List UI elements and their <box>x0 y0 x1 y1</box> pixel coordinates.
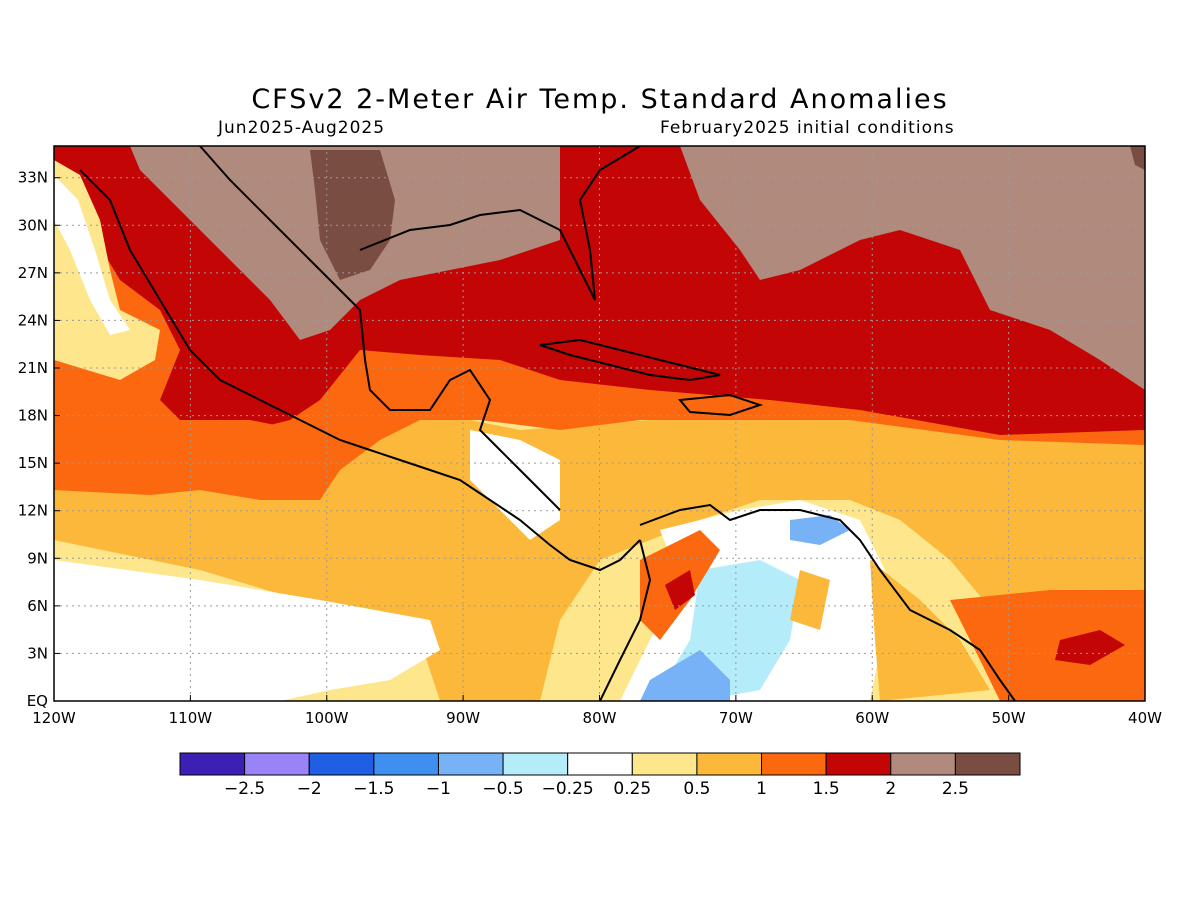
legend-swatch <box>631 752 698 776</box>
anomaly-zone-cool-2 <box>640 650 730 701</box>
legend-label: −1 <box>426 779 451 799</box>
longitude-label: 60W <box>855 709 889 727</box>
legend-swatch <box>890 752 956 776</box>
legend-label: 2.5 <box>942 779 969 799</box>
latitude-label: 18N <box>18 407 48 425</box>
forecast-period: Jun2025-Aug2025 <box>218 118 386 138</box>
legend-swatch <box>244 752 310 776</box>
anomaly-zone-sw-pacific <box>54 560 440 701</box>
chart-title: CFSv2 2-Meter Air Temp. Standard Anomali… <box>251 84 949 115</box>
longitude-label: 90W <box>446 709 480 727</box>
latitude-label: 12N <box>18 502 48 520</box>
anomaly-zone-colombia-core <box>665 570 695 610</box>
legend-label: −1.5 <box>353 779 394 799</box>
longitude-label: 80W <box>583 709 617 727</box>
latitude-label: 6N <box>27 597 48 615</box>
latitude-label: 21N <box>18 359 48 377</box>
legend-swatch <box>696 752 763 776</box>
anomaly-zone-central-america <box>470 430 560 540</box>
anomaly-zone-orinoco <box>790 570 830 630</box>
latitude-label: 30N <box>18 216 48 234</box>
legend-swatch <box>502 752 569 776</box>
latitude-label: EQ <box>27 692 48 710</box>
latitude-label: 9N <box>27 549 48 567</box>
legend-swatch <box>761 752 827 776</box>
colombia-pacific-coast <box>599 539 652 701</box>
legend-label: −2 <box>297 779 322 799</box>
legend-swatch <box>954 752 1021 776</box>
legend-label: 0.25 <box>613 779 651 799</box>
us-coast <box>359 146 641 301</box>
longitude-label: 120W <box>32 709 76 727</box>
legend-swatch <box>567 752 633 776</box>
grid-lines <box>54 146 1145 701</box>
legend-swatch <box>825 752 892 776</box>
latitude-label: 3N <box>27 644 48 662</box>
anomaly-zone-gt2.5-ne <box>1130 146 1145 170</box>
gulf-coast <box>199 146 561 511</box>
latitude-label: 15N <box>18 454 48 472</box>
latitude-label: 27N <box>18 264 48 282</box>
legend-label: −0.5 <box>482 779 523 799</box>
anomaly-zone-baja-white <box>54 175 130 335</box>
color-legend <box>179 752 1021 776</box>
legend-swatch <box>179 752 246 776</box>
legend-label: 1 <box>756 779 767 799</box>
cuba <box>539 338 721 382</box>
longitude-label: 40W <box>1128 709 1162 727</box>
legend-label: 0.5 <box>683 779 710 799</box>
anomaly-zone-east-atlantic-core <box>1055 630 1125 665</box>
latitude-labels: 33N 30N 27N 24N 21N 18N 15N 12N 9N 6N 3N EQ <box>18 169 60 710</box>
legend-label: 2 <box>885 779 896 799</box>
anomaly-zone-caribbean-cool <box>790 515 850 545</box>
legend-swatch <box>437 752 504 776</box>
legend-label: −0.25 <box>542 779 594 799</box>
anomaly-zone-2-2.5-atlantic <box>680 146 1145 390</box>
legend-swatch <box>308 752 375 776</box>
legend-labels: −2.5 −2 −1.5 −1 −0.5 −0.25 0.25 0.5 1 1.5 2 2.5 <box>224 779 969 799</box>
latitude-label: 24N <box>18 311 48 329</box>
south-america-coast <box>639 503 1016 701</box>
anomaly-zone-east-atlantic <box>950 590 1145 701</box>
longitude-label: 100W <box>305 709 349 727</box>
coastlines <box>79 146 1016 701</box>
anomaly-zone-gt2.5-texas <box>310 150 395 280</box>
hispaniola <box>678 393 764 417</box>
legend-label: 1.5 <box>813 779 840 799</box>
legend-swatch <box>373 752 439 776</box>
pacific-coast <box>79 169 641 572</box>
latitude-label: 33N <box>18 169 48 187</box>
initial-conditions: February2025 initial conditions <box>660 118 955 138</box>
legend-label: −2.5 <box>224 779 265 799</box>
longitude-label: 70W <box>719 709 753 727</box>
longitude-labels: 120W 110W 100W 90W 80W 70W 60W 50W 40W <box>32 695 1162 727</box>
longitude-label: 50W <box>992 709 1026 727</box>
longitude-label: 110W <box>169 709 213 727</box>
